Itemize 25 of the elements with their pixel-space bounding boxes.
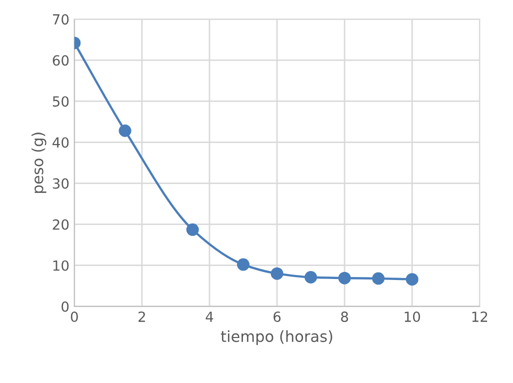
y-tick-label: 20 xyxy=(52,219,69,230)
y-tick-label: 0 xyxy=(62,301,69,312)
point xyxy=(236,258,250,271)
point xyxy=(270,267,284,280)
y-tick-label: 40 xyxy=(52,137,69,148)
x-axis-title: tiempo (horas) xyxy=(220,330,332,346)
x-tick-label: 12 xyxy=(472,312,488,322)
y-axis-title: peso (g) xyxy=(32,132,46,193)
point xyxy=(304,271,318,284)
y-tick-label: 50 xyxy=(52,96,69,107)
y-tick-label: 70 xyxy=(52,14,69,25)
point xyxy=(118,124,132,138)
x-tick-label: 10 xyxy=(404,312,420,322)
x-tick-label: 4 xyxy=(206,312,214,322)
x-tick-label: 0 xyxy=(70,312,78,322)
x-tick-label: 6 xyxy=(274,312,281,322)
point xyxy=(338,272,351,284)
y-tick-label: 60 xyxy=(52,55,69,66)
point xyxy=(406,273,418,286)
point xyxy=(372,272,385,285)
y-tick-label: 30 xyxy=(52,178,69,189)
x-tick-label: 2 xyxy=(138,312,145,322)
point xyxy=(186,223,199,236)
x-tick-label: 8 xyxy=(341,312,348,322)
y-tick-label: 10 xyxy=(53,260,69,271)
